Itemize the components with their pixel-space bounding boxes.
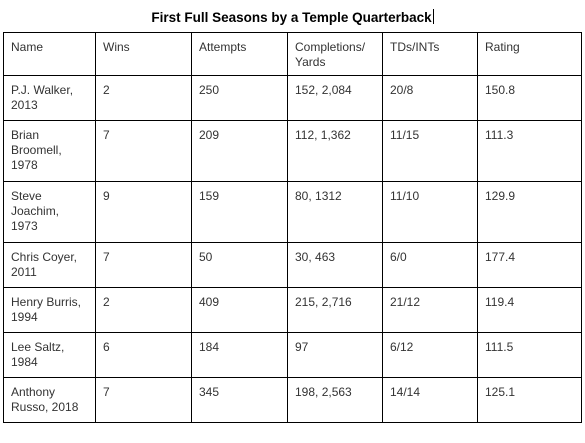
cell-tds-ints[interactable]: 14/14: [382, 377, 478, 423]
cell-rating[interactable]: 125.1: [477, 377, 582, 423]
header-wins[interactable]: Wins: [95, 32, 192, 76]
cell-wins[interactable]: 7: [95, 120, 192, 182]
cell-tds-ints[interactable]: 6/12: [382, 332, 478, 378]
cell-wins[interactable]: 2: [95, 287, 192, 333]
cell-name[interactable]: Steve Joachim, 1973: [3, 181, 96, 243]
cell-completions-yards[interactable]: 198, 2,563: [287, 377, 383, 423]
cell-rating[interactable]: 111.3: [477, 120, 582, 182]
cell-tds-ints[interactable]: 11/10: [382, 181, 478, 243]
cell-name[interactable]: Henry Burris, 1994: [3, 287, 96, 333]
table-row: Henry Burris, 1994 2 409 215, 2,716 21/1…: [3, 287, 582, 333]
cell-completions-yards[interactable]: 215, 2,716: [287, 287, 383, 333]
cell-attempts[interactable]: 209: [191, 120, 288, 182]
cell-wins[interactable]: 2: [95, 75, 192, 121]
cell-wins[interactable]: 7: [95, 377, 192, 423]
document-title: First Full Seasons by a Temple Quarterba…: [0, 9, 585, 26]
title-text: First Full Seasons by a Temple Quarterba…: [151, 10, 432, 25]
cell-rating[interactable]: 177.4: [477, 242, 582, 288]
cell-rating[interactable]: 111.5: [477, 332, 582, 378]
cell-completions-yards[interactable]: 80, 1312: [287, 181, 383, 243]
table-row: Brian Broomell, 1978 7 209 112, 1,362 11…: [3, 120, 582, 182]
cell-wins[interactable]: 6: [95, 332, 192, 378]
table-row: Anthony Russo, 2018 7 345 198, 2,563 14/…: [3, 377, 582, 423]
cell-attempts[interactable]: 184: [191, 332, 288, 378]
table-row: Lee Saltz, 1984 6 184 97 6/12 111.5: [3, 332, 582, 378]
header-rating[interactable]: Rating: [477, 32, 582, 76]
cell-wins[interactable]: 7: [95, 242, 192, 288]
cell-rating[interactable]: 129.9: [477, 181, 582, 243]
table-row: Chris Coyer, 2011 7 50 30, 463 6/0 177.4: [3, 242, 582, 288]
cell-attempts[interactable]: 159: [191, 181, 288, 243]
header-row: Name Wins Attempts Completions/ Yards TD…: [3, 32, 582, 76]
cell-name[interactable]: Brian Broomell, 1978: [3, 120, 96, 182]
cell-tds-ints[interactable]: 21/12: [382, 287, 478, 333]
cell-name[interactable]: P.J. Walker, 2013: [3, 75, 96, 121]
cell-name[interactable]: Anthony Russo, 2018: [3, 377, 96, 423]
cell-wins[interactable]: 9: [95, 181, 192, 243]
cell-name[interactable]: Chris Coyer, 2011: [3, 242, 96, 288]
cell-attempts[interactable]: 250: [191, 75, 288, 121]
table-row: P.J. Walker, 2013 2 250 152, 2,084 20/8 …: [3, 75, 582, 121]
cell-tds-ints[interactable]: 20/8: [382, 75, 478, 121]
cell-tds-ints[interactable]: 11/15: [382, 120, 478, 182]
cell-attempts[interactable]: 50: [191, 242, 288, 288]
header-tds-ints[interactable]: TDs/INTs: [382, 32, 478, 76]
cell-rating[interactable]: 150.8: [477, 75, 582, 121]
header-completions-yards[interactable]: Completions/ Yards: [287, 32, 383, 76]
cell-completions-yards[interactable]: 97: [287, 332, 383, 378]
cell-attempts[interactable]: 409: [191, 287, 288, 333]
cell-completions-yards[interactable]: 152, 2,084: [287, 75, 383, 121]
table-row: Steve Joachim, 1973 9 159 80, 1312 11/10…: [3, 181, 582, 243]
cell-tds-ints[interactable]: 6/0: [382, 242, 478, 288]
cell-rating[interactable]: 119.4: [477, 287, 582, 333]
cell-completions-yards[interactable]: 30, 463: [287, 242, 383, 288]
cell-completions-yards[interactable]: 112, 1,362: [287, 120, 383, 182]
cell-name[interactable]: Lee Saltz, 1984: [3, 332, 96, 378]
header-name[interactable]: Name: [3, 32, 96, 76]
cell-attempts[interactable]: 345: [191, 377, 288, 423]
quarterback-table: Name Wins Attempts Completions/ Yards TD…: [3, 32, 582, 423]
text-cursor: [432, 9, 434, 24]
header-attempts[interactable]: Attempts: [191, 32, 288, 76]
